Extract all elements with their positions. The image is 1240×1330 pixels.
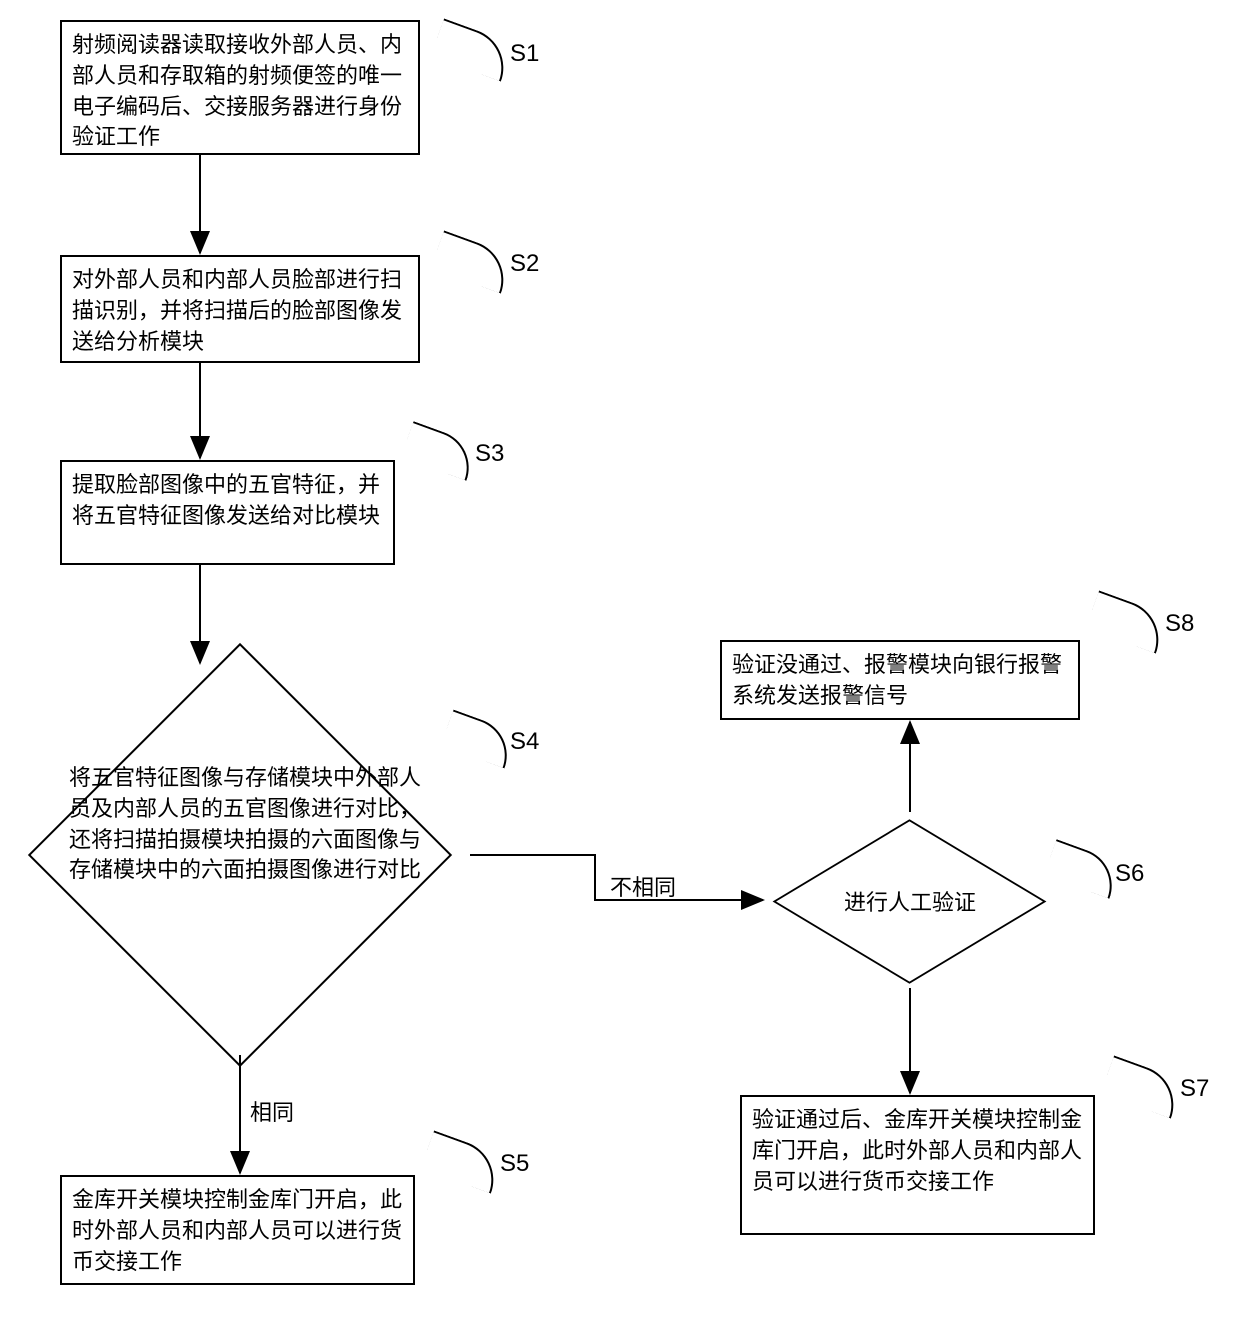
step-label-s3: S3 [475,440,504,468]
step-label-s8: S8 [1165,610,1194,638]
edge-label-s4-s6: 不相同 [610,870,676,902]
node-s8-text: 验证没通过、报警模块向银行报警系统发送报警信号 [732,652,1062,708]
node-s5-text: 金库开关模块控制金库门开启，此时外部人员和内部人员可以进行货币交接工作 [72,1187,402,1274]
node-s5: 金库开关模块控制金库门开启，此时外部人员和内部人员可以进行货币交接工作 [60,1175,415,1285]
label-curve-s2 [430,230,514,293]
node-s1-text: 射频阅读器读取接收外部人员、内部人员和存取箱的射频便签的唯一电子编码后、交接服务… [72,32,402,149]
step-label-s2: S2 [510,250,539,278]
node-s7: 验证通过后、金库开关模块控制金库门开启，此时外部人员和内部人员可以进行货币交接工… [740,1095,1095,1235]
step-label-s4: S4 [510,728,539,756]
label-curve-s5 [420,1130,504,1193]
node-s2: 对外部人员和内部人员脸部进行扫描识别，并将扫描后的脸部图像发送给分析模块 [60,255,420,363]
node-s6-text: 进行人工验证 [830,888,990,919]
label-curve-s7 [1100,1055,1184,1118]
node-s2-text: 对外部人员和内部人员脸部进行扫描识别，并将扫描后的脸部图像发送给分析模块 [72,267,402,354]
node-s4-text: 将五官特征图像与存储模块中外部人员及内部人员的五官图像进行对比，还将扫描拍摄模块… [69,763,421,886]
node-s4: 将五官特征图像与存储模块中外部人员及内部人员的五官图像进行对比，还将扫描拍摄模块… [10,655,470,1055]
node-s6: 进行人工验证 [755,812,1065,987]
step-label-s1: S1 [510,40,539,68]
node-s3: 提取脸部图像中的五官特征，并将五官特征图像发送给对比模块 [60,460,395,565]
step-label-s7: S7 [1180,1075,1209,1103]
node-s1: 射频阅读器读取接收外部人员、内部人员和存取箱的射频便签的唯一电子编码后、交接服务… [60,20,420,155]
node-s7-text: 验证通过后、金库开关模块控制金库门开启，此时外部人员和内部人员可以进行货币交接工… [752,1107,1082,1194]
label-curve-s3 [401,421,480,481]
label-curve-s1 [430,18,514,81]
label-curve-s8 [1085,590,1169,653]
edge-label-s4-s5: 相同 [250,1095,294,1127]
step-label-s5: S5 [500,1150,529,1178]
node-s3-text: 提取脸部图像中的五官特征，并将五官特征图像发送给对比模块 [72,472,380,528]
node-s8: 验证没通过、报警模块向银行报警系统发送报警信号 [720,640,1080,720]
step-label-s6: S6 [1115,860,1144,888]
